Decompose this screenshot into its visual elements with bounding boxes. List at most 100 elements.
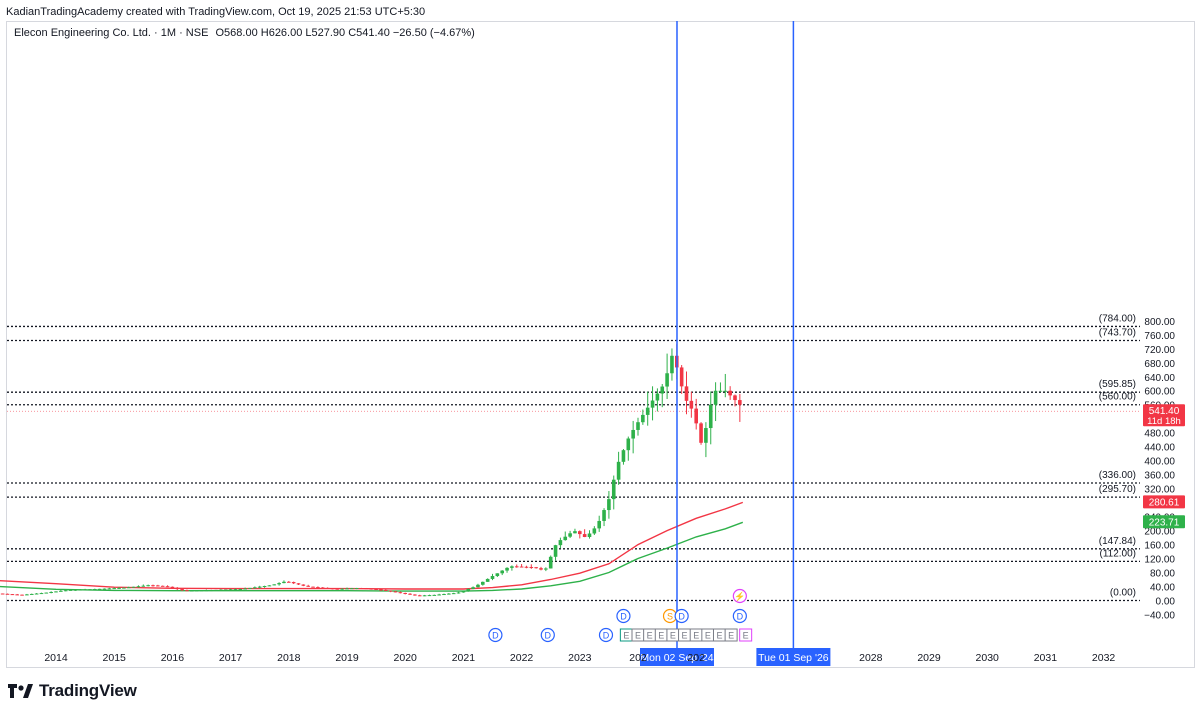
candle[interactable] bbox=[311, 586, 315, 588]
candle[interactable] bbox=[500, 570, 504, 576]
candle[interactable] bbox=[248, 587, 252, 589]
candle[interactable] bbox=[553, 544, 558, 561]
candle[interactable] bbox=[388, 590, 393, 593]
candle[interactable] bbox=[374, 588, 378, 591]
candle[interactable] bbox=[257, 585, 262, 589]
candle[interactable] bbox=[102, 588, 107, 590]
candle[interactable] bbox=[539, 566, 543, 571]
candle[interactable] bbox=[291, 581, 296, 585]
candle[interactable] bbox=[185, 589, 189, 592]
candle[interactable] bbox=[97, 588, 102, 591]
candle[interactable] bbox=[277, 582, 281, 586]
candle[interactable] bbox=[233, 588, 238, 591]
event-marker[interactable]: E bbox=[724, 628, 738, 642]
candle[interactable] bbox=[0, 593, 5, 595]
candle[interactable] bbox=[655, 388, 660, 412]
candle[interactable] bbox=[68, 589, 73, 591]
event-marker[interactable]: D bbox=[616, 608, 631, 624]
event-marker[interactable]: D bbox=[732, 608, 747, 624]
candle[interactable] bbox=[316, 586, 320, 589]
candle[interactable] bbox=[5, 593, 10, 595]
candle[interactable] bbox=[587, 530, 592, 539]
candle[interactable] bbox=[713, 382, 718, 422]
candle[interactable] bbox=[718, 382, 723, 393]
candle[interactable] bbox=[262, 585, 267, 588]
candle[interactable] bbox=[645, 391, 650, 426]
candle[interactable] bbox=[485, 578, 490, 582]
candle[interactable] bbox=[165, 585, 170, 588]
candle[interactable] bbox=[209, 589, 213, 592]
event-marker[interactable]: D bbox=[540, 627, 555, 643]
candle[interactable] bbox=[524, 565, 529, 569]
candle[interactable] bbox=[73, 589, 78, 591]
candle[interactable] bbox=[175, 587, 180, 591]
candle[interactable] bbox=[34, 593, 39, 595]
candle[interactable] bbox=[335, 588, 340, 590]
candle[interactable] bbox=[490, 573, 495, 581]
candle[interactable] bbox=[112, 587, 116, 590]
candle[interactable] bbox=[296, 583, 301, 586]
candle[interactable] bbox=[44, 592, 49, 594]
candle[interactable] bbox=[199, 590, 204, 592]
candle[interactable] bbox=[708, 391, 713, 445]
event-marker[interactable]: E bbox=[666, 628, 680, 642]
candle[interactable] bbox=[432, 594, 437, 596]
candle[interactable] bbox=[223, 589, 228, 591]
candle[interactable] bbox=[427, 594, 432, 597]
candle[interactable] bbox=[282, 580, 286, 584]
candle[interactable] bbox=[607, 491, 611, 519]
candle[interactable] bbox=[350, 587, 354, 590]
candle[interactable] bbox=[131, 586, 136, 588]
candle[interactable] bbox=[398, 591, 403, 594]
candle[interactable] bbox=[408, 593, 412, 595]
candle[interactable] bbox=[621, 449, 626, 465]
candle[interactable] bbox=[219, 589, 223, 591]
candle[interactable] bbox=[325, 587, 330, 589]
event-marker[interactable]: D bbox=[674, 608, 689, 624]
candle[interactable] bbox=[694, 398, 698, 430]
candle[interactable] bbox=[665, 353, 669, 400]
candle[interactable] bbox=[417, 594, 422, 597]
candle[interactable] bbox=[180, 588, 184, 592]
candle[interactable] bbox=[136, 585, 141, 588]
candle[interactable] bbox=[117, 587, 121, 589]
candle[interactable] bbox=[272, 584, 277, 586]
candle[interactable] bbox=[15, 593, 19, 596]
candle[interactable] bbox=[689, 391, 694, 418]
candle[interactable] bbox=[679, 365, 684, 394]
candle[interactable] bbox=[495, 573, 500, 577]
candle[interactable] bbox=[384, 589, 388, 592]
candle[interactable] bbox=[529, 564, 534, 569]
candle[interactable] bbox=[670, 348, 674, 381]
candle[interactable] bbox=[25, 593, 29, 596]
candle[interactable] bbox=[359, 587, 364, 590]
candle[interactable] bbox=[699, 422, 703, 445]
candle[interactable] bbox=[83, 588, 87, 591]
candle[interactable] bbox=[733, 394, 737, 407]
candle[interactable] bbox=[379, 588, 383, 591]
candle[interactable] bbox=[29, 593, 34, 595]
event-marker[interactable]: E bbox=[619, 628, 633, 642]
candle[interactable] bbox=[578, 530, 582, 539]
candle[interactable] bbox=[505, 567, 509, 573]
candle[interactable] bbox=[568, 530, 572, 539]
candle[interactable] bbox=[393, 590, 398, 593]
candle[interactable] bbox=[592, 526, 597, 535]
candle[interactable] bbox=[519, 564, 524, 568]
candle[interactable] bbox=[602, 508, 606, 527]
event-marker[interactable]: E bbox=[689, 628, 703, 642]
symbol-legend[interactable]: Elecon Engineering Co. Ltd. · 1M · NSE O… bbox=[14, 27, 475, 39]
candle[interactable] bbox=[544, 567, 548, 572]
event-marker[interactable]: D bbox=[598, 627, 614, 643]
candle[interactable] bbox=[190, 590, 194, 592]
candle[interactable] bbox=[354, 587, 359, 590]
candle[interactable] bbox=[514, 564, 519, 568]
tradingview-logo[interactable]: TradingView bbox=[8, 680, 137, 702]
candle[interactable] bbox=[582, 529, 587, 538]
candle[interactable] bbox=[156, 584, 160, 587]
candle[interactable] bbox=[456, 591, 461, 594]
candle[interactable] bbox=[287, 580, 291, 583]
candle[interactable] bbox=[684, 371, 689, 415]
candle[interactable] bbox=[107, 587, 112, 590]
